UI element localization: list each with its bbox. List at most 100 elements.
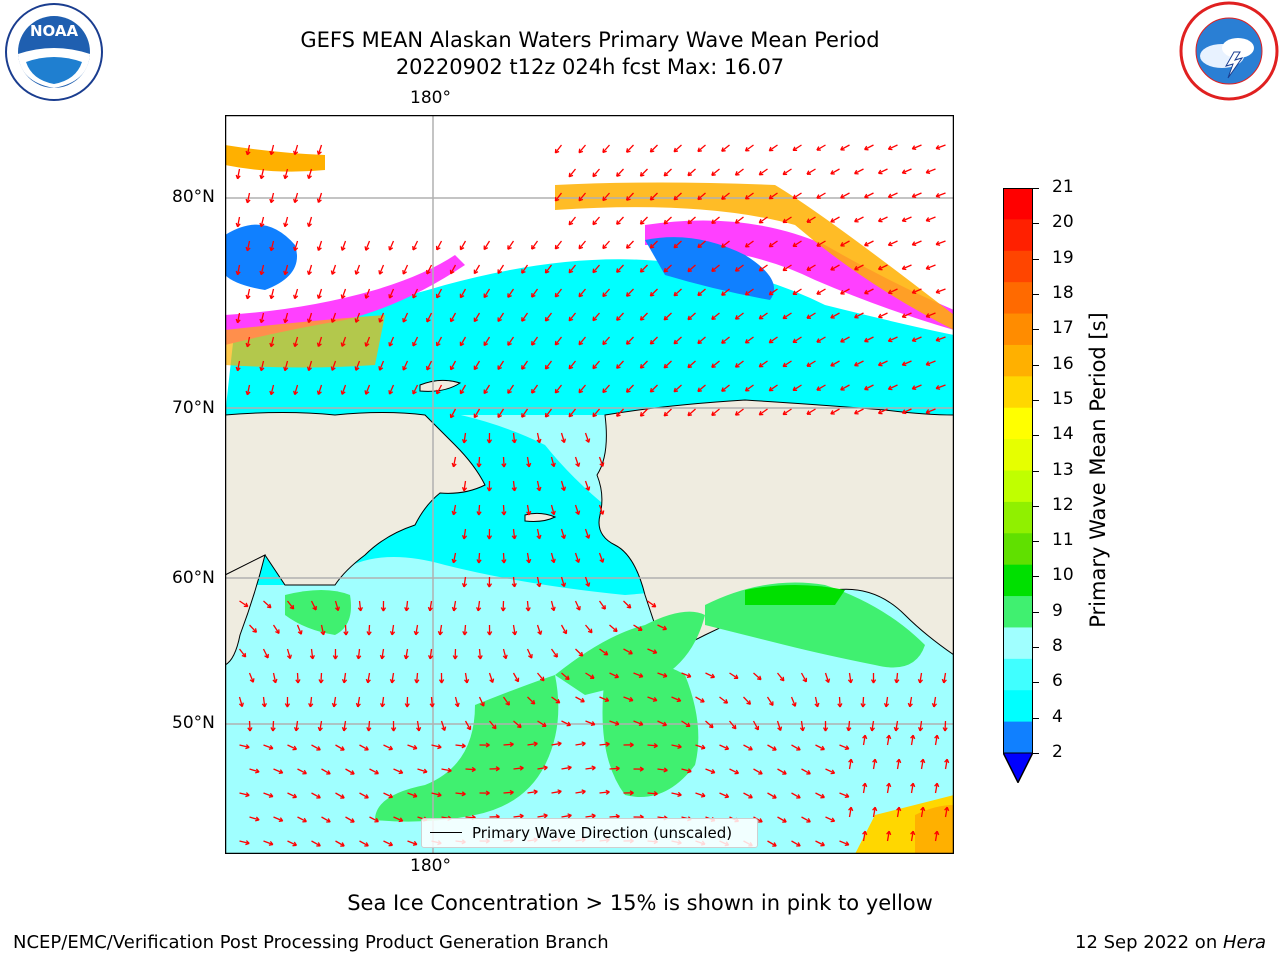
wave-direction-arrowhead bbox=[449, 269, 455, 275]
wave-direction-arrowhead bbox=[663, 171, 669, 177]
wave-direction-arrowhead bbox=[663, 767, 668, 773]
wave-direction-arrow bbox=[383, 744, 393, 750]
wave-direction-arrow bbox=[616, 216, 624, 225]
wave-direction-arrow bbox=[910, 783, 914, 794]
wave-direction-arrowhead bbox=[531, 341, 536, 346]
wave-direction-arrow bbox=[602, 384, 610, 393]
wave-direction-arrow bbox=[273, 816, 283, 822]
wave-direction-arrowhead bbox=[485, 790, 490, 796]
wave-direction-arrow bbox=[909, 696, 913, 707]
wave-direction-arrowhead bbox=[721, 195, 726, 200]
wave-direction-arrowhead bbox=[901, 217, 907, 223]
wave-direction-arrow bbox=[526, 504, 530, 516]
colorbar-tick-label: 11 bbox=[1052, 530, 1074, 551]
wave-direction-arrow bbox=[888, 336, 898, 342]
wave-direction-arrow bbox=[248, 720, 251, 732]
wave-direction-arrowhead bbox=[877, 409, 883, 415]
wave-direction-arrow bbox=[840, 288, 850, 295]
wave-direction-arrow bbox=[925, 168, 936, 174]
wave-direction-arrow bbox=[825, 768, 835, 774]
wave-direction-arrow bbox=[934, 735, 938, 746]
wave-direction-arrowhead bbox=[830, 769, 836, 775]
wave-direction-arrow bbox=[649, 240, 658, 249]
wave-direction-arrowhead bbox=[673, 147, 679, 153]
wave-direction-arrow bbox=[459, 336, 467, 347]
wave-direction-arrow bbox=[888, 144, 898, 150]
wave-direction-arrowhead bbox=[476, 559, 482, 564]
wave-direction-arrowhead bbox=[461, 486, 468, 492]
wave-direction-arrow bbox=[502, 696, 510, 706]
wave-direction-arrow bbox=[512, 672, 519, 683]
wave-direction-arrowhead bbox=[278, 817, 284, 823]
wave-direction-arrow bbox=[359, 744, 369, 751]
wave-direction-arrowhead bbox=[652, 649, 658, 655]
wave-direction-arrow bbox=[673, 192, 682, 201]
wave-direction-arrowhead bbox=[526, 510, 532, 516]
wave-direction-arrowhead bbox=[437, 792, 442, 798]
wave-direction-arrow bbox=[507, 384, 515, 394]
wave-direction-arrowhead bbox=[700, 744, 706, 750]
wave-direction-arrowhead bbox=[441, 726, 447, 731]
wave-direction-arrowhead bbox=[721, 291, 726, 296]
wave-direction-arrow bbox=[872, 759, 876, 770]
wave-direction-arrowhead bbox=[625, 244, 631, 249]
wave-direction-arrowhead bbox=[697, 243, 702, 249]
wave-direction-arrow bbox=[463, 480, 467, 491]
colorbar bbox=[1002, 188, 1034, 785]
wave-direction-arrowhead bbox=[261, 703, 267, 708]
wave-direction-arrowhead bbox=[782, 410, 788, 416]
wave-direction-arrow bbox=[935, 384, 946, 390]
wave-direction-arrow bbox=[343, 672, 347, 683]
wave-direction-arrow bbox=[697, 240, 706, 248]
wave-direction-arrowhead bbox=[816, 338, 821, 343]
wave-direction-arrow bbox=[436, 240, 443, 251]
wave-direction-arrowhead bbox=[673, 195, 679, 201]
wave-direction-arrowhead bbox=[854, 265, 859, 271]
wave-direction-arrow bbox=[649, 144, 658, 153]
colorbar-extend-triangle bbox=[1002, 752, 1034, 785]
wave-direction-arrow bbox=[719, 792, 729, 798]
wave-direction-arrow bbox=[711, 168, 720, 176]
wave-direction-arrow bbox=[270, 336, 275, 347]
wave-direction-arrowhead bbox=[473, 413, 479, 419]
wave-direction-arrow bbox=[671, 696, 681, 702]
wave-direction-arrow bbox=[729, 672, 739, 679]
wave-direction-arrow bbox=[584, 576, 590, 587]
wave-direction-arrow bbox=[626, 288, 634, 297]
wave-direction-arrowhead bbox=[428, 655, 434, 660]
wave-direction-arrowhead bbox=[416, 726, 422, 732]
wave-direction-arrowhead bbox=[568, 364, 574, 370]
wave-direction-arrow bbox=[357, 696, 361, 708]
wave-direction-arrow bbox=[854, 360, 864, 367]
wave-direction-arrow bbox=[550, 600, 555, 611]
wave-direction-arrow bbox=[441, 768, 452, 772]
wave-direction-arrowhead bbox=[283, 318, 289, 324]
wave-direction-arrowhead bbox=[286, 654, 292, 660]
wave-direction-arrow bbox=[294, 192, 299, 203]
wave-direction-arrowhead bbox=[887, 145, 893, 151]
wave-direction-arrowhead bbox=[935, 384, 941, 390]
wave-direction-arrowhead bbox=[911, 193, 917, 199]
colorbar-label: Primary Wave Mean Period [s] bbox=[1086, 312, 1110, 628]
wave-direction-arrowhead bbox=[758, 266, 764, 272]
wave-direction-arrow bbox=[365, 336, 371, 347]
wave-direction-arrow bbox=[782, 408, 792, 416]
wave-direction-arrowhead bbox=[557, 741, 562, 747]
wave-direction-arrow bbox=[830, 408, 840, 415]
wave-direction-arrow bbox=[578, 336, 586, 346]
wave-direction-arrow bbox=[753, 768, 763, 775]
wave-direction-arrowhead bbox=[877, 217, 883, 223]
wave-direction-arrow bbox=[463, 624, 467, 636]
wave-direction-arrowhead bbox=[848, 806, 854, 812]
wave-direction-arrowhead bbox=[748, 793, 753, 799]
footer-left: NCEP/EMC/Verification Post Processing Pr… bbox=[13, 932, 609, 953]
period-9-patch-w bbox=[285, 590, 351, 635]
wave-direction-arrow bbox=[599, 696, 609, 702]
wave-direction-arrowhead bbox=[768, 386, 774, 392]
wave-direction-arrowhead bbox=[625, 388, 631, 393]
wave-direction-arrow bbox=[379, 264, 385, 275]
wave-direction-arrow bbox=[609, 767, 620, 770]
wave-direction-arrowhead bbox=[511, 487, 517, 492]
wave-direction-arrow bbox=[478, 552, 481, 564]
wave-direction-arrowhead bbox=[366, 727, 372, 732]
